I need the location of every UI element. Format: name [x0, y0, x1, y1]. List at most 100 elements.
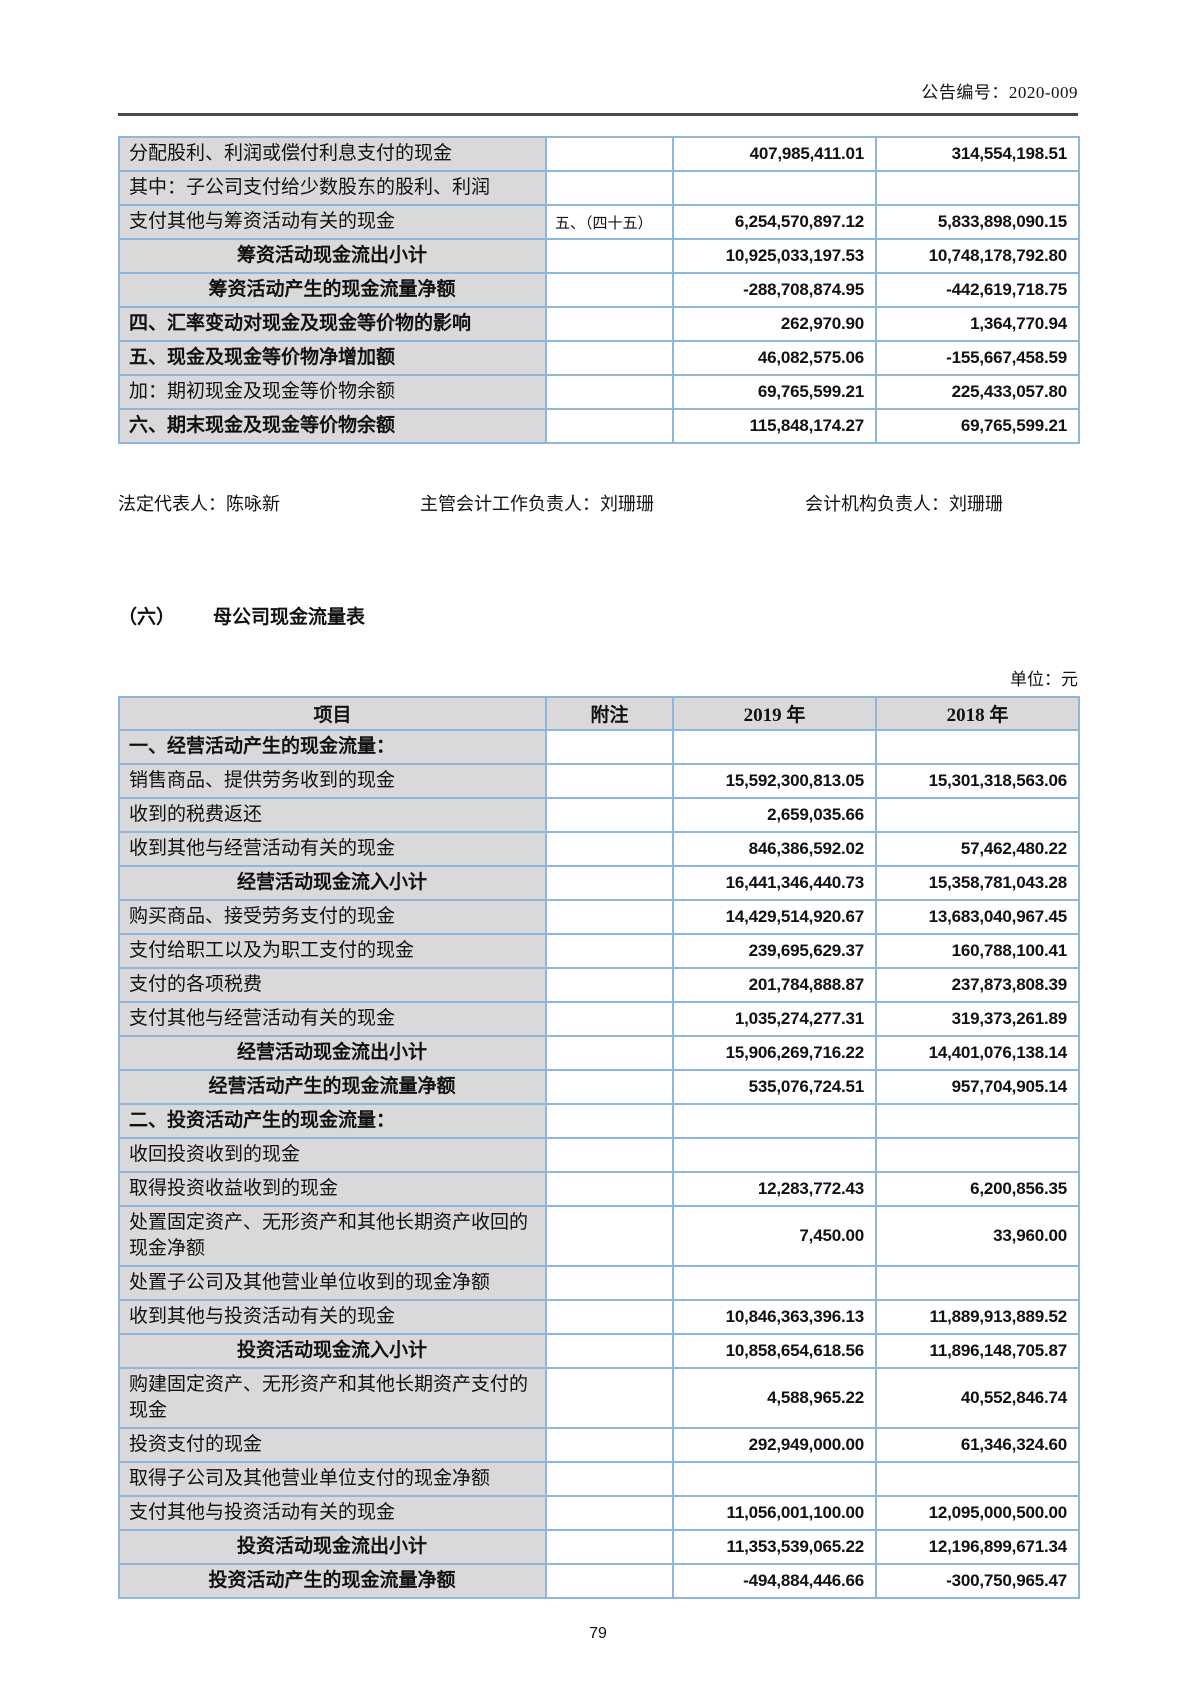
table-row: 购建固定资产、无形资产和其他长期资产支付的现金 4,588,965.22 40,55… [118, 1367, 1080, 1429]
row-value-2019 [672, 1103, 877, 1139]
row-value-2019: 11,056,001,100.00 [672, 1495, 877, 1531]
table-header-row: 项目 附注 2019 年 2018 年 [118, 696, 1080, 731]
row-note [545, 136, 674, 172]
row-value-2019: -494,884,446.66 [672, 1563, 877, 1599]
row-note [545, 899, 674, 935]
table-row: 投资活动现金流入小计 10,858,654,618.56 11,896,148,70… [118, 1333, 1080, 1369]
row-value-2019 [672, 729, 877, 765]
chief-accountant-label: 主管会计工作负责人：刘珊珊 [420, 494, 654, 514]
row-value-2018: 5,833,898,090.15 [875, 204, 1080, 240]
column-header-2018: 2018 年 [875, 696, 1080, 731]
row-value-2018: 160,788,100.41 [875, 933, 1080, 969]
row-note [545, 967, 674, 1003]
row-note [545, 933, 674, 969]
table-header: 项目 附注 2019 年 2018 年 [118, 696, 1080, 731]
row-value-2018: 57,462,480.22 [875, 831, 1080, 867]
row-note [545, 1069, 674, 1105]
row-value-2019: -288,708,874.95 [672, 272, 877, 308]
row-value-2018: 15,358,781,043.28 [875, 865, 1080, 901]
row-value-2019: 201,784,888.87 [672, 967, 877, 1003]
row-label: 收到其他与投资活动有关的现金 [118, 1299, 547, 1335]
row-label: 处置固定资产、无形资产和其他长期资产收回的现金净额 [118, 1205, 547, 1267]
row-label: 经营活动产生的现金流量净额 [118, 1069, 547, 1105]
row-value-2019: 46,082,575.06 [672, 340, 877, 376]
row-label: 其中：子公司支付给少数股东的股利、利润 [118, 170, 547, 206]
row-label: 购买商品、接受劳务支付的现金 [118, 899, 547, 935]
row-value-2019: 14,429,514,920.67 [672, 899, 877, 935]
header-divider [118, 113, 1078, 116]
table-row: 支付其他与经营活动有关的现金 1,035,274,277.31 319,373,26… [118, 1001, 1080, 1037]
row-note [545, 1001, 674, 1037]
row-value-2018 [875, 1103, 1080, 1139]
row-note [545, 1137, 674, 1173]
table-row: 收到其他与投资活动有关的现金 10,846,363,396.13 11,889,91… [118, 1299, 1080, 1335]
row-value-2019: 6,254,570,897.12 [672, 204, 877, 240]
row-note [545, 1367, 674, 1429]
row-label: 四、汇率变动对现金及现金等价物的影响 [118, 306, 547, 342]
row-value-2019: 4,588,965.22 [672, 1367, 877, 1429]
row-value-2018: 225,433,057.80 [875, 374, 1080, 410]
row-label: 投资活动现金流入小计 [118, 1333, 547, 1369]
table-row: 经营活动产生的现金流量净额 535,076,724.51 957,704,905.1… [118, 1069, 1080, 1105]
row-value-2019: 262,970.90 [672, 306, 877, 342]
row-note [545, 408, 674, 444]
row-value-2018: 33,960.00 [875, 1205, 1080, 1267]
row-value-2018 [875, 1265, 1080, 1301]
row-label: 支付其他与经营活动有关的现金 [118, 1001, 547, 1037]
row-note [545, 729, 674, 765]
table-row: 投资活动现金流出小计 11,353,539,065.22 12,196,899,67… [118, 1529, 1080, 1565]
table-row: 支付给职工以及为职工支付的现金 239,695,629.37 160,788,100… [118, 933, 1080, 969]
row-label: 投资支付的现金 [118, 1427, 547, 1463]
accounting-head-label: 会计机构负责人：刘珊珊 [805, 494, 1003, 514]
row-value-2018: 319,373,261.89 [875, 1001, 1080, 1037]
row-note [545, 1333, 674, 1369]
table-row: 四、汇率变动对现金及现金等价物的影响 262,970.90 1,364,770.94 [118, 306, 1080, 342]
consolidated-cashflow-table-continuation: 分配股利、利润或偿付利息支付的现金 407,985,411.01 314,554,1… [118, 136, 1080, 444]
column-header-item: 项目 [118, 696, 547, 731]
table-row: 五、现金及现金等价物净增加额 46,082,575.06 -155,667,458.… [118, 340, 1080, 376]
row-value-2019: 12,283,772.43 [672, 1171, 877, 1207]
row-value-2019: 239,695,629.37 [672, 933, 877, 969]
row-value-2018: 13,683,040,967.45 [875, 899, 1080, 935]
row-value-2018: 957,704,905.14 [875, 1069, 1080, 1105]
unit-label: 单位：元 [1010, 670, 1078, 689]
row-value-2019 [672, 1137, 877, 1173]
row-note [545, 238, 674, 274]
row-value-2018: 237,873,808.39 [875, 967, 1080, 1003]
table-row: 六、期末现金及现金等价物余额 115,848,174.27 69,765,599.2… [118, 408, 1080, 444]
row-label: 收回投资收到的现金 [118, 1137, 547, 1173]
column-header-note: 附注 [545, 696, 674, 731]
table-row: 筹资活动产生的现金流量净额 -288,708,874.95 -442,619,718… [118, 272, 1080, 308]
row-value-2019: 2,659,035.66 [672, 797, 877, 833]
row-note [545, 1529, 674, 1565]
row-note [545, 797, 674, 833]
table-row: 销售商品、提供劳务收到的现金 15,592,300,813.05 15,301,31… [118, 763, 1080, 799]
row-label: 支付其他与筹资活动有关的现金 [118, 204, 547, 240]
row-value-2018: 1,364,770.94 [875, 306, 1080, 342]
row-label: 支付其他与投资活动有关的现金 [118, 1495, 547, 1531]
row-label: 投资活动产生的现金流量净额 [118, 1563, 547, 1599]
row-note [545, 306, 674, 342]
row-note [545, 1171, 674, 1207]
parent-company-cashflow-table: 项目 附注 2019 年 2018 年 一、经营活动产生的现金流量： 销售商品、提… [118, 696, 1080, 1599]
row-value-2018 [875, 170, 1080, 206]
row-value-2018: 69,765,599.21 [875, 408, 1080, 444]
row-note [545, 1461, 674, 1497]
row-note [545, 340, 674, 376]
row-label: 取得子公司及其他营业单位支付的现金净额 [118, 1461, 547, 1497]
row-note [545, 1265, 674, 1301]
row-note [545, 1495, 674, 1531]
row-value-2019: 535,076,724.51 [672, 1069, 877, 1105]
row-value-2018 [875, 1461, 1080, 1497]
table-row: 经营活动现金流出小计 15,906,269,716.22 14,401,076,13… [118, 1035, 1080, 1071]
row-label: 分配股利、利润或偿付利息支付的现金 [118, 136, 547, 172]
row-value-2019: 11,353,539,065.22 [672, 1529, 877, 1565]
section-title-text: 母公司现金流量表 [213, 607, 366, 628]
row-value-2019: 15,906,269,716.22 [672, 1035, 877, 1071]
table-row: 收到的税费返还 2,659,035.66 [118, 797, 1080, 833]
row-value-2019: 1,035,274,277.31 [672, 1001, 877, 1037]
row-note [545, 763, 674, 799]
row-value-2018 [875, 729, 1080, 765]
row-value-2019: 10,925,033,197.53 [672, 238, 877, 274]
row-value-2018 [875, 1137, 1080, 1173]
